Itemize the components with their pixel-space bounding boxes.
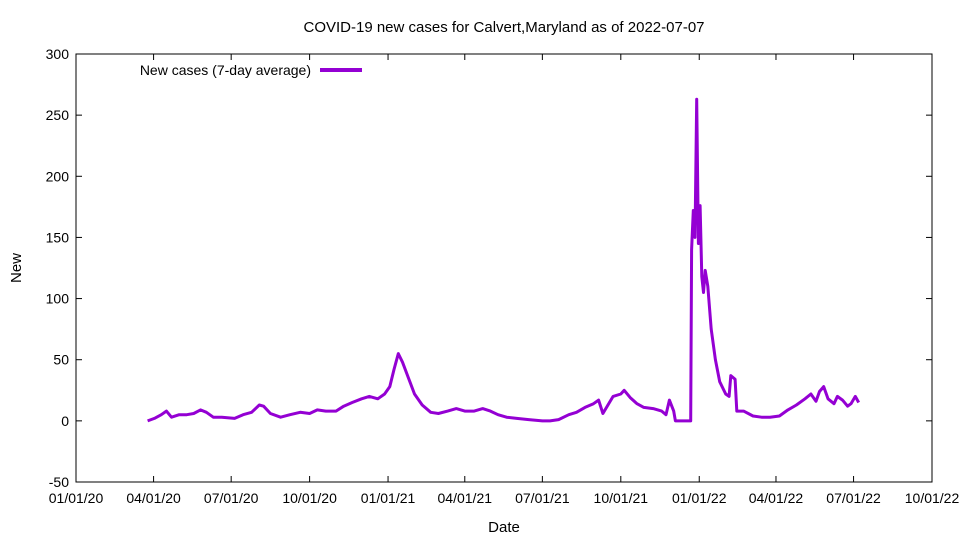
x-tick-label: 01/01/22 [672, 490, 727, 506]
x-axis: 01/01/20 04/01/20 07/01/20 10/01/20 01/01/21… [49, 54, 960, 506]
x-axis-label: Date [488, 519, 520, 536]
y-tick-label: 300 [46, 46, 70, 62]
y-tick-label: 100 [46, 291, 70, 307]
plot-border [75, 53, 933, 483]
x-tick-label: 04/01/22 [749, 490, 804, 506]
y-tick-label: 0 [61, 413, 69, 429]
x-tick-label: 01/01/21 [361, 490, 416, 506]
x-tick-label: 10/01/20 [282, 490, 337, 506]
legend-label: New cases (7-day average) [140, 62, 311, 78]
x-tick-label: 07/01/22 [826, 490, 881, 506]
y-tick-label: 150 [46, 229, 70, 245]
x-tick-label: 04/01/20 [126, 490, 181, 506]
series-line [147, 97, 861, 423]
x-tick-label: 04/01/21 [438, 490, 493, 506]
x-tick-label: 10/01/21 [594, 490, 649, 506]
chart-title: COVID-19 new cases for Calvert,Maryland … [303, 19, 704, 36]
x-tick-label: 10/01/22 [905, 490, 960, 506]
y-tick-label: 250 [46, 107, 70, 123]
y-axis-label: New [8, 253, 25, 283]
y-tick-label: 50 [53, 352, 69, 368]
legend: New cases (7-day average) [140, 62, 362, 78]
y-tick-label: 200 [46, 168, 70, 184]
x-tick-label: 07/01/21 [515, 490, 570, 506]
x-tick-label: 01/01/20 [49, 490, 104, 506]
y-axis: -50 0 50 100 150 200 250 300 [46, 46, 932, 490]
y-tick-label: -50 [49, 474, 69, 490]
series-layer [147, 97, 861, 423]
x-tick-label: 07/01/20 [204, 490, 259, 506]
